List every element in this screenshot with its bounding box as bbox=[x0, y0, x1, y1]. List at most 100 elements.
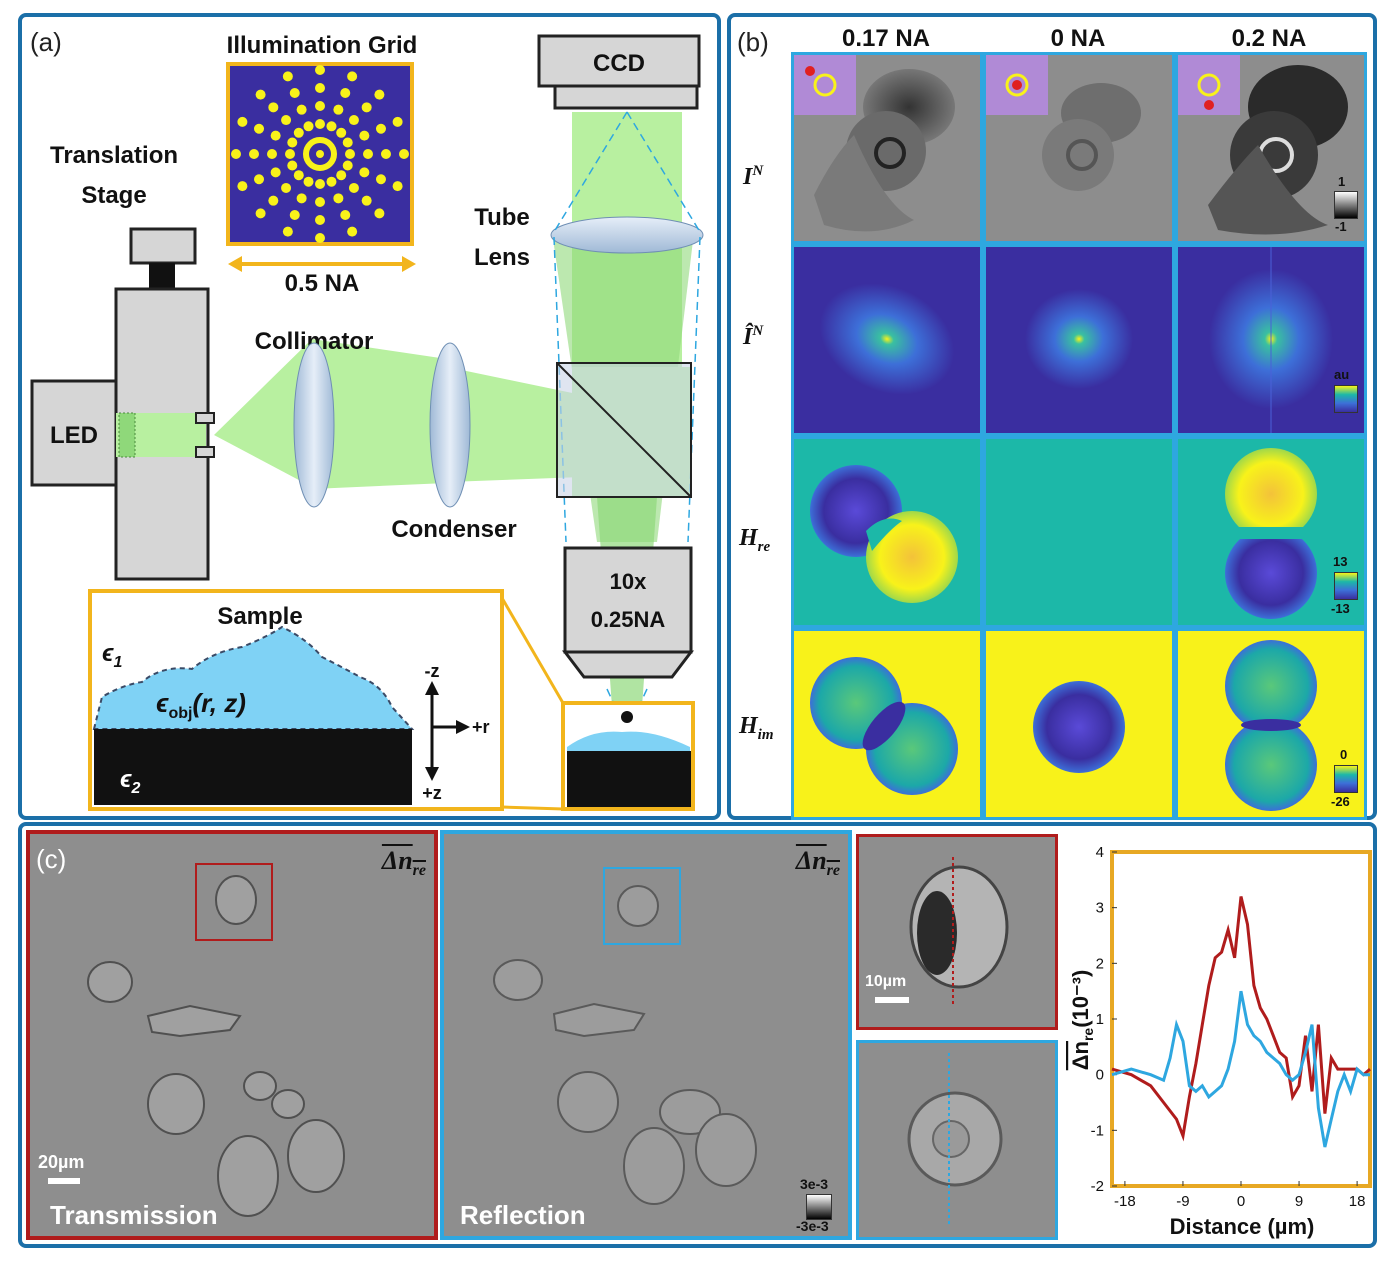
x-tick-label: 9 bbox=[1295, 1193, 1303, 1210]
cbar-3-top: 13 bbox=[1333, 554, 1348, 569]
x-tick-label: 18 bbox=[1349, 1193, 1366, 1210]
grid-dot bbox=[374, 89, 385, 100]
grid-dot bbox=[336, 170, 347, 181]
panel-a: (a) Illumination Grid 0.5 NA Translation… bbox=[18, 13, 721, 820]
eps-obj-sub: obj bbox=[168, 705, 192, 722]
grid-dot bbox=[363, 149, 373, 159]
grid-dot bbox=[326, 176, 337, 187]
y-tick-label: 1 bbox=[1096, 1011, 1104, 1028]
grid-dot bbox=[359, 167, 370, 178]
grid-dot bbox=[336, 127, 347, 138]
grid-dot bbox=[340, 209, 351, 220]
cbar-4-top: 0 bbox=[1340, 747, 1348, 762]
hre-image-0na bbox=[983, 436, 1175, 628]
grid-dot bbox=[237, 181, 248, 192]
row-head-him: Him bbox=[739, 713, 774, 743]
row-head-in: IN bbox=[743, 163, 764, 190]
panel-a-label: (a) bbox=[30, 27, 62, 57]
grid-dot bbox=[315, 179, 325, 189]
grid-dot bbox=[333, 104, 344, 115]
x-tick-label: -9 bbox=[1176, 1193, 1189, 1210]
cbar-c bbox=[806, 1194, 832, 1220]
y-tick-label: 0 bbox=[1096, 1067, 1104, 1084]
grid-dot bbox=[255, 89, 266, 100]
grid-dot bbox=[348, 182, 359, 193]
cbar-c-top: 3e-3 bbox=[800, 1176, 829, 1192]
grid-dot bbox=[287, 137, 298, 148]
grid-dot bbox=[303, 121, 314, 132]
intensity-image-0-17na bbox=[791, 52, 983, 244]
grid-dot bbox=[315, 197, 325, 207]
eps-obj-args: (r, z) bbox=[192, 688, 245, 718]
objective-label-2: 0.25NA bbox=[591, 607, 666, 632]
eps1-symbol: ϵ bbox=[102, 640, 114, 667]
grid-dot bbox=[296, 193, 307, 204]
transmission-label: Transmission bbox=[50, 1200, 218, 1230]
cbar-parula-3 bbox=[1334, 572, 1358, 600]
svg-text:ϵobj(r, z): ϵobj(r, z) bbox=[156, 688, 246, 722]
grid-center-ring bbox=[303, 137, 337, 171]
illumination-grid-title: Illumination Grid bbox=[227, 32, 418, 59]
grid-dot bbox=[296, 104, 307, 115]
grid-dot bbox=[270, 130, 281, 141]
grid-dot bbox=[333, 193, 344, 204]
col-head-0-17na: 0.17 NA bbox=[841, 25, 931, 52]
grid-dot bbox=[348, 115, 359, 126]
col-head-0na: 0 NA bbox=[1050, 25, 1106, 52]
grid-dot bbox=[293, 170, 304, 181]
him-image-0-2na bbox=[1175, 628, 1367, 820]
cbar-gray bbox=[1334, 191, 1358, 219]
reflection-dn-label: Δnre bbox=[795, 846, 840, 880]
grid-dot bbox=[359, 130, 370, 141]
y-axis-label: Δnre(10⁻³) bbox=[1068, 970, 1096, 1071]
eps-obj-symbol: ϵ bbox=[156, 688, 169, 718]
eps2-sub: 2 bbox=[131, 780, 141, 797]
condenser-label: Condenser bbox=[391, 516, 516, 543]
transmission-dn-label: Δnre bbox=[381, 846, 426, 880]
cbar-2-top: au bbox=[1334, 367, 1350, 382]
intensity-image-0-2na bbox=[1175, 52, 1367, 244]
grid-dot bbox=[392, 116, 403, 127]
scale-bar-20-label: 20µm bbox=[38, 1152, 85, 1172]
grid-dot bbox=[282, 226, 293, 237]
grid-dot bbox=[268, 102, 279, 113]
intensity-image-0na bbox=[983, 52, 1175, 244]
transmission-image: Δnre 20µm Transmission bbox=[26, 830, 438, 1240]
panel-c-label: (c) bbox=[36, 844, 67, 874]
grid-dot bbox=[374, 208, 385, 219]
x-tick-label: -18 bbox=[1114, 1193, 1136, 1210]
grid-dot bbox=[281, 182, 292, 193]
led-label: LED bbox=[50, 422, 98, 449]
grid-dot bbox=[315, 215, 325, 225]
condenser-lens bbox=[429, 342, 471, 508]
grid-dot bbox=[342, 137, 353, 148]
series-line-transmission bbox=[1111, 896, 1371, 1142]
panel-c: Δnre 20µm Transmission Δnre Reflection 3… bbox=[18, 822, 1377, 1248]
grid-dot bbox=[315, 233, 325, 243]
grid-dot bbox=[285, 149, 295, 159]
hre-image-0-17na bbox=[791, 436, 983, 628]
y-tick-label: -1 bbox=[1091, 1122, 1104, 1139]
grid-dot bbox=[342, 160, 353, 171]
grid-dot bbox=[340, 88, 351, 99]
panel-b: (b) 0.17 NA 0 NA 0.2 NA IN ÎN Hre Him bbox=[727, 13, 1377, 820]
row-head-in-hat: ÎN bbox=[743, 323, 764, 350]
cbar-3-bottom: -13 bbox=[1331, 601, 1350, 616]
reflection-label: Reflection bbox=[460, 1200, 586, 1230]
grid-dot bbox=[287, 160, 298, 171]
grid-dot bbox=[289, 88, 300, 99]
tube-lens bbox=[550, 216, 704, 254]
svg-text:ϵ1: ϵ1 bbox=[102, 640, 123, 671]
setup-diagram: Illumination Grid 0.5 NA Translation Sta… bbox=[30, 32, 704, 811]
grid-center-dot bbox=[316, 150, 324, 158]
axis-minus-z: -z bbox=[425, 661, 440, 681]
y-tick-label: -2 bbox=[1091, 1178, 1104, 1195]
row-head-hre: Hre bbox=[739, 525, 771, 555]
cbar-parula-2 bbox=[1334, 385, 1358, 413]
stage-knob bbox=[129, 227, 197, 265]
illumination-grid-dots bbox=[231, 65, 409, 243]
grid-dot bbox=[289, 209, 300, 220]
grid-dot bbox=[345, 149, 355, 159]
cbar-1-bottom: -1 bbox=[1335, 219, 1347, 234]
grid-dot bbox=[315, 119, 325, 129]
